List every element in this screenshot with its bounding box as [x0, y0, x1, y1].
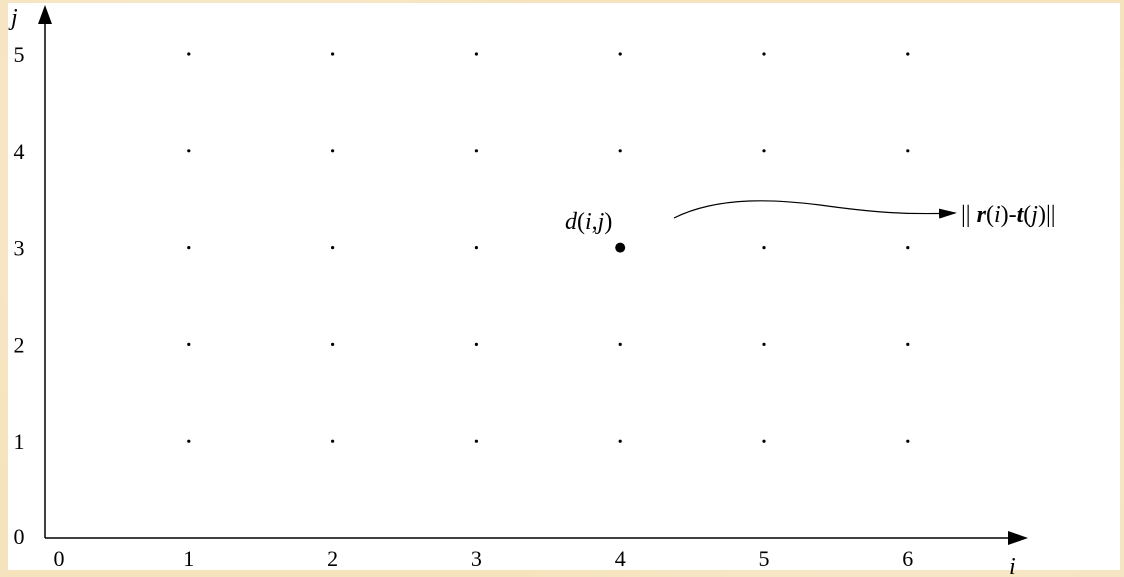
x-axis-name: i: [1009, 554, 1016, 577]
y-origin-label: 0: [14, 524, 25, 549]
grid-point: [331, 439, 335, 443]
grid-point: [474, 342, 478, 346]
x-tick-label: 3: [471, 546, 482, 571]
grid-point: [762, 52, 766, 56]
grid-point: [906, 439, 910, 443]
y-tick-label: 4: [14, 139, 25, 164]
grid-point: [906, 342, 910, 346]
x-tick-labels: 1 2 3 4 5 6: [183, 546, 913, 571]
x-axis-arrowhead: [1008, 531, 1028, 545]
grid-point: [762, 439, 766, 443]
grid-point: [474, 439, 478, 443]
diagram-panel: [8, 3, 1120, 570]
grid-point: [906, 246, 910, 250]
grid-point: [474, 52, 478, 56]
grid-point: [618, 149, 622, 153]
grid-point: [331, 149, 335, 153]
y-axis-arrowhead: [38, 5, 52, 24]
x-tick-label: 6: [902, 546, 913, 571]
y-tick-label: 5: [14, 42, 25, 67]
y-tick-label: 1: [14, 429, 25, 454]
y-axis-name: j: [8, 5, 18, 31]
grid-point: [762, 246, 766, 250]
grid-point: [187, 52, 191, 56]
x-tick-label: 4: [615, 546, 626, 571]
grid-point: [474, 246, 478, 250]
grid-point: [187, 246, 191, 250]
x-tick-label: 1: [183, 546, 194, 571]
y-tick-label: 3: [14, 236, 25, 261]
x-tick-label: 5: [759, 546, 770, 571]
grid-point: [618, 439, 622, 443]
y-tick-labels: 1 2 3 4 5: [14, 42, 25, 454]
highlighted-point-label: d(i,j): [565, 209, 612, 235]
grid-point: [618, 52, 622, 56]
grid-point: [618, 342, 622, 346]
grid-point: [474, 149, 478, 153]
grid-point: [906, 149, 910, 153]
grid-point: [331, 52, 335, 56]
y-tick-label: 2: [14, 332, 25, 357]
grid-point: [762, 149, 766, 153]
grid-points: [187, 52, 910, 443]
grid-point: [331, 246, 335, 250]
grid-point: [906, 52, 910, 56]
mapping-arrow: [673, 200, 957, 219]
grid-point: [762, 342, 766, 346]
grid-point: [187, 149, 191, 153]
x-tick-label: 2: [327, 546, 338, 571]
grid-point: [187, 439, 191, 443]
grid-point: [187, 342, 191, 346]
mapping-target-formula: || r(i)-t(j)||: [961, 202, 1056, 228]
x-origin-label: 0: [54, 546, 65, 571]
highlighted-point: [615, 242, 626, 253]
grid-point: [331, 342, 335, 346]
